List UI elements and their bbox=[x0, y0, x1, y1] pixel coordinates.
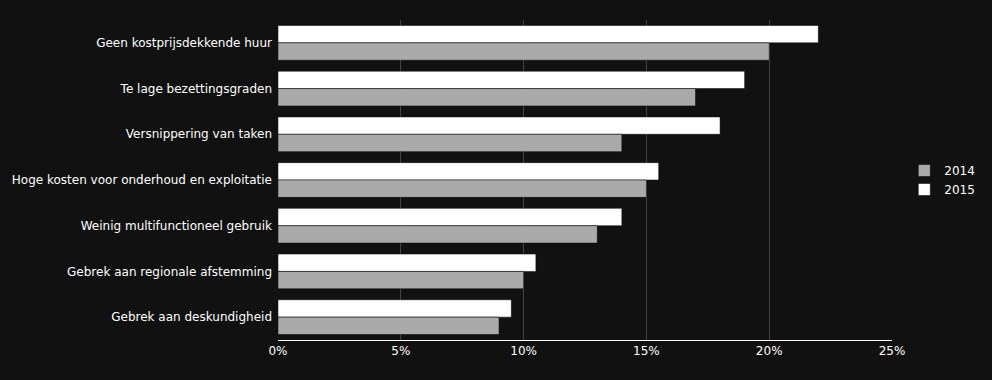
svg-text:25%: 25% bbox=[879, 344, 906, 358]
svg-text:20%: 20% bbox=[756, 344, 783, 358]
svg-text:Weinig multifunctioneel gebrui: Weinig multifunctioneel gebruik bbox=[81, 219, 272, 233]
svg-text:10%: 10% bbox=[510, 344, 537, 358]
svg-text:2014: 2014 bbox=[944, 164, 975, 178]
svg-text:15%: 15% bbox=[633, 344, 660, 358]
svg-text:5%: 5% bbox=[391, 344, 410, 358]
svg-text:2015: 2015 bbox=[944, 183, 975, 197]
svg-text:Versnippering van taken: Versnippering van taken bbox=[126, 127, 272, 141]
svg-text:Hoge kosten voor onderhoud en: Hoge kosten voor onderhoud en exploitati… bbox=[12, 173, 272, 187]
svg-text:Geen kostprijsdekkende huur: Geen kostprijsdekkende huur bbox=[96, 36, 272, 50]
svg-text:Gebrek aan deskundigheid: Gebrek aan deskundigheid bbox=[111, 310, 272, 324]
svg-text:Te lage bezettingsgraden: Te lage bezettingsgraden bbox=[120, 82, 272, 96]
svg-text:0%: 0% bbox=[268, 344, 287, 358]
svg-text:Gebrek aan regionale afstemmin: Gebrek aan regionale afstemming bbox=[67, 265, 272, 279]
